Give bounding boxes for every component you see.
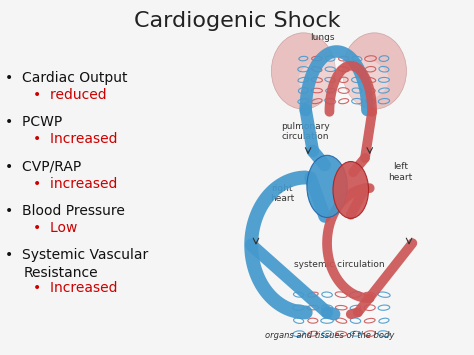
Text: •  PCWP: • PCWP xyxy=(5,115,62,129)
Text: •  Increased: • Increased xyxy=(33,132,118,146)
Ellipse shape xyxy=(294,291,389,337)
Text: •  Low: • Low xyxy=(33,221,78,235)
Text: •  CVP/RAP: • CVP/RAP xyxy=(5,160,81,174)
Ellipse shape xyxy=(271,33,336,109)
Text: •  Increased: • Increased xyxy=(33,281,118,295)
Ellipse shape xyxy=(299,55,389,105)
Text: •  Cardiac Output: • Cardiac Output xyxy=(5,71,127,85)
Text: •  Systemic Vascular: • Systemic Vascular xyxy=(5,248,148,262)
Text: •  Blood Pressure: • Blood Pressure xyxy=(5,204,125,218)
Text: systemic circulation: systemic circulation xyxy=(293,260,384,269)
Text: •  increased: • increased xyxy=(33,177,118,191)
Ellipse shape xyxy=(333,162,368,218)
Text: lungs: lungs xyxy=(310,33,335,42)
Text: left
heart: left heart xyxy=(388,163,413,182)
Text: Resistance: Resistance xyxy=(24,266,98,279)
Text: pulmonary
circulation: pulmonary circulation xyxy=(282,122,330,141)
Text: Cardiogenic Shock: Cardiogenic Shock xyxy=(134,11,340,31)
Text: right
heart: right heart xyxy=(270,184,294,203)
Text: organs and tissues of the body: organs and tissues of the body xyxy=(265,331,394,340)
Text: •  reduced: • reduced xyxy=(33,88,107,102)
Ellipse shape xyxy=(307,155,347,217)
Ellipse shape xyxy=(342,33,406,109)
